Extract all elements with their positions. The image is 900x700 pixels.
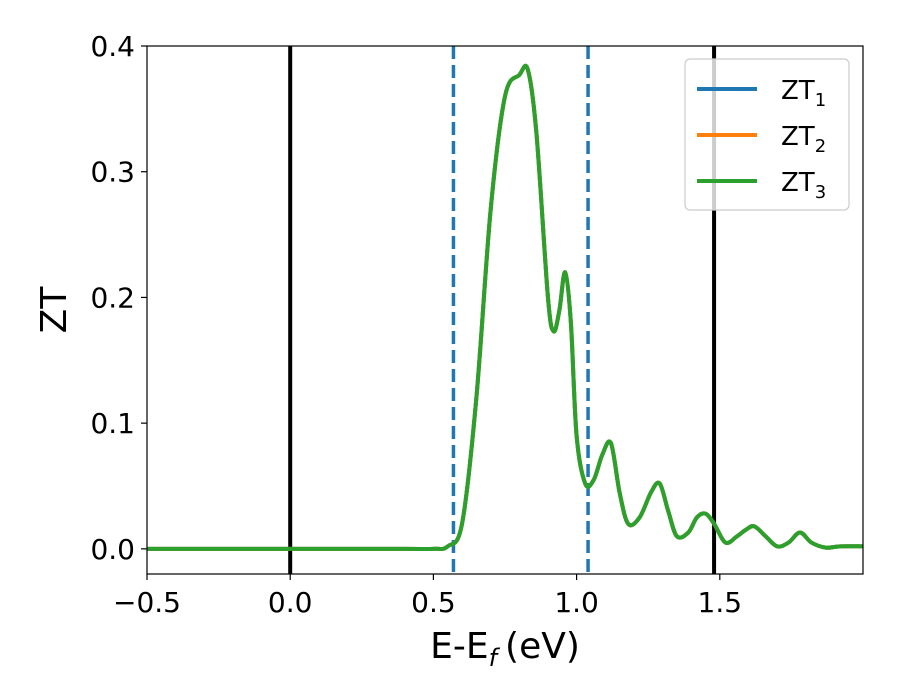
y-tick-label: 0.4	[90, 30, 135, 63]
x-tick-label: −0.5	[113, 586, 181, 619]
x-tick-label: 0.5	[411, 586, 456, 619]
axes: −0.5 0.0 0.5 1.0 1.5 0.0 0.1 0.2 0.3 0.4	[90, 30, 864, 619]
x-axis-label-unit: (eV)	[505, 626, 580, 667]
legend: ZT1 ZT2 ZT3	[684, 58, 850, 211]
axes-frame	[146, 45, 864, 575]
legend-label-2: ZT2	[781, 122, 826, 157]
x-axis-label-main: E-E	[430, 626, 488, 667]
y-tick-label: 0.0	[90, 533, 135, 566]
y-tick-label: 0.1	[90, 407, 135, 440]
y-tick-label: 0.2	[90, 281, 135, 314]
x-tick-label: 1.5	[698, 586, 743, 619]
legend-label-1: ZT1	[781, 76, 826, 111]
y-axis-label: ZT	[34, 286, 75, 334]
series-line-3	[147, 63, 863, 552]
y-tick-label: 0.3	[90, 156, 135, 189]
x-axis-label-sub: f	[489, 644, 501, 672]
legend-box	[684, 58, 850, 211]
x-tick-label: 1.0	[554, 586, 599, 619]
legend-label-3: ZT3	[781, 168, 826, 203]
x-axis-label: E-Ef (eV)	[430, 626, 580, 672]
x-tick-label: 0.0	[268, 586, 313, 619]
